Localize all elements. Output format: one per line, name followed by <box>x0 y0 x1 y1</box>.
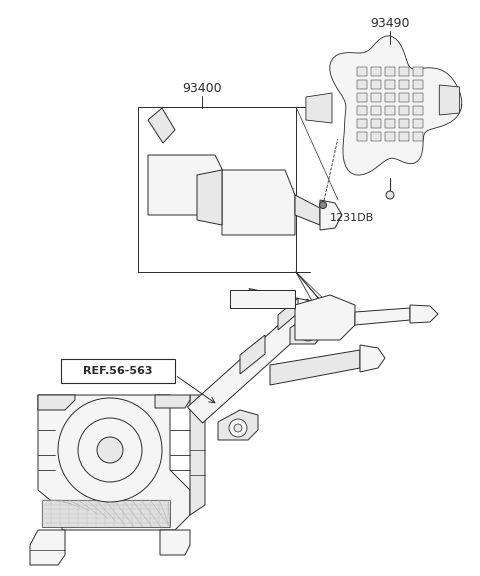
Polygon shape <box>30 530 65 565</box>
Bar <box>399 79 409 89</box>
Polygon shape <box>160 530 190 555</box>
Bar <box>357 119 367 127</box>
Bar <box>399 131 409 141</box>
Polygon shape <box>290 318 322 344</box>
Polygon shape <box>155 395 190 408</box>
Polygon shape <box>230 290 295 308</box>
Circle shape <box>97 437 123 463</box>
Circle shape <box>78 418 142 482</box>
Polygon shape <box>320 200 342 230</box>
Bar <box>357 131 367 141</box>
Circle shape <box>300 325 316 341</box>
Text: 93490: 93490 <box>370 17 410 30</box>
Polygon shape <box>270 350 360 385</box>
Text: 1231DB: 1231DB <box>330 213 374 223</box>
Polygon shape <box>222 170 295 235</box>
Bar <box>413 93 423 101</box>
Polygon shape <box>218 410 258 440</box>
Bar <box>385 79 395 89</box>
Bar <box>399 93 409 101</box>
Polygon shape <box>410 305 438 323</box>
Circle shape <box>58 398 162 502</box>
Polygon shape <box>240 335 265 374</box>
Circle shape <box>386 191 394 199</box>
Bar <box>371 119 381 127</box>
Bar <box>413 131 423 141</box>
Polygon shape <box>355 308 410 325</box>
Bar <box>385 119 395 127</box>
Polygon shape <box>42 500 170 527</box>
Bar <box>357 105 367 115</box>
Polygon shape <box>439 85 460 115</box>
Polygon shape <box>38 395 190 530</box>
Polygon shape <box>138 107 296 272</box>
Bar <box>413 105 423 115</box>
Polygon shape <box>148 155 225 215</box>
Polygon shape <box>190 395 205 515</box>
Polygon shape <box>249 289 321 313</box>
Polygon shape <box>148 108 175 143</box>
Polygon shape <box>295 195 320 225</box>
Polygon shape <box>197 170 222 225</box>
Bar <box>357 93 367 101</box>
Bar <box>371 66 381 75</box>
FancyBboxPatch shape <box>61 359 175 383</box>
Bar <box>413 79 423 89</box>
Polygon shape <box>38 395 75 410</box>
Circle shape <box>320 202 326 209</box>
Bar <box>399 105 409 115</box>
Text: 93400: 93400 <box>182 82 222 95</box>
Bar <box>371 93 381 101</box>
Bar <box>399 66 409 75</box>
Polygon shape <box>330 36 462 175</box>
Polygon shape <box>306 93 332 123</box>
Bar <box>399 119 409 127</box>
Bar <box>371 79 381 89</box>
Polygon shape <box>188 299 323 423</box>
Bar <box>371 105 381 115</box>
Bar <box>385 66 395 75</box>
Bar <box>371 131 381 141</box>
Bar <box>357 66 367 75</box>
Circle shape <box>229 419 247 437</box>
Polygon shape <box>278 298 298 330</box>
Text: REF.56-563: REF.56-563 <box>83 366 153 376</box>
Circle shape <box>304 329 312 336</box>
Bar <box>385 93 395 101</box>
Polygon shape <box>295 295 355 340</box>
Bar <box>357 79 367 89</box>
Bar <box>413 119 423 127</box>
Bar <box>385 105 395 115</box>
Bar <box>385 131 395 141</box>
Bar <box>413 66 423 75</box>
Circle shape <box>234 424 242 432</box>
Polygon shape <box>360 345 385 372</box>
